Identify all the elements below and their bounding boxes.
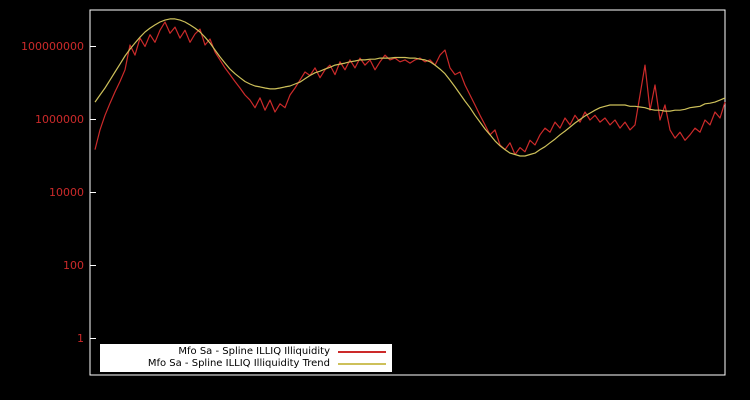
- y-tick-label: 100: [63, 259, 84, 272]
- legend-line-sample-trend: [338, 363, 386, 365]
- y-tick-label: 100000000: [21, 40, 84, 53]
- legend-label-trend: Mfo Sa - Spline ILLIQ Illiquidity Trend: [147, 358, 330, 369]
- legend-line-sample-illiquidity: [338, 351, 386, 353]
- plot-border: [89, 9, 726, 376]
- y-tick-label: 1000000: [35, 113, 84, 126]
- legend-item: Mfo Sa - Spline ILLIQ Illiquidity: [106, 346, 386, 358]
- series-line-0: [94, 21, 726, 156]
- y-tick-label: 10000: [49, 186, 84, 199]
- series-line-1: [94, 18, 726, 157]
- legend-item: Mfo Sa - Spline ILLIQ Illiquidity Trend: [106, 358, 386, 370]
- legend-label-illiquidity: Mfo Sa - Spline ILLIQ Illiquidity: [178, 346, 330, 357]
- legend: Mfo Sa - Spline ILLIQ Illiquidity Mfo Sa…: [100, 344, 392, 372]
- y-axis: 100000000 1000000 10000 100 1: [21, 40, 96, 345]
- series-lines: [94, 18, 726, 157]
- y-tick-label: 1: [77, 332, 84, 345]
